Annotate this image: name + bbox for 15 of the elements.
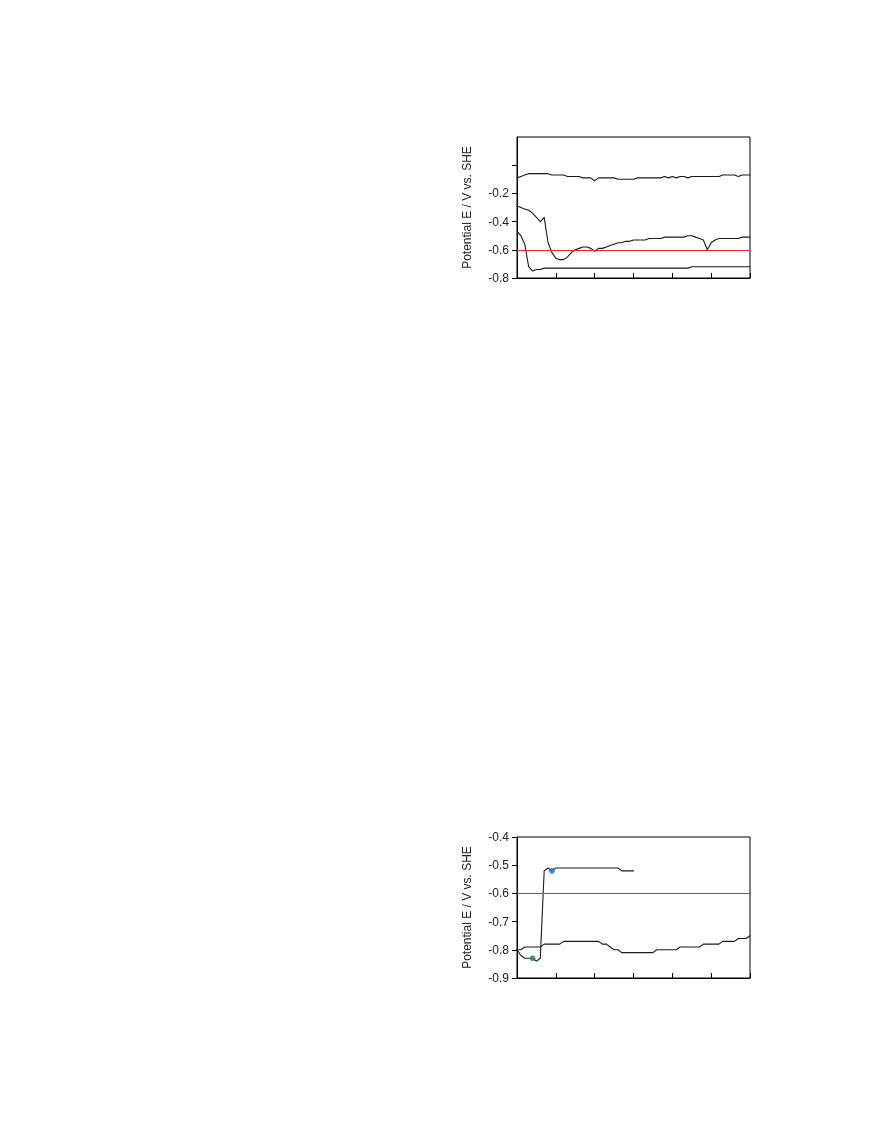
line-series xyxy=(516,205,751,261)
y-tick-label: -0.4 xyxy=(488,214,510,229)
y-tick-label: -0.8 xyxy=(488,271,510,285)
y-tick-label: -0.2 xyxy=(488,186,510,201)
y-axis-title: Potential E / V vs. SHE xyxy=(460,146,474,269)
y-tick-label: -0.7 xyxy=(488,914,510,929)
y-tick-label: -0.6 xyxy=(488,242,510,257)
y-tick-label: -0.9 xyxy=(488,971,510,985)
line-series xyxy=(516,230,751,272)
y-axis-title: Potential E / V vs. SHE xyxy=(460,846,474,969)
y-tick-label: -0.5 xyxy=(488,858,510,873)
y-tick-label: -0.6 xyxy=(488,886,510,901)
line-series xyxy=(516,173,751,182)
y-tick-label: -0.4 xyxy=(488,830,510,844)
y-tick-label: -0.8 xyxy=(488,942,510,957)
